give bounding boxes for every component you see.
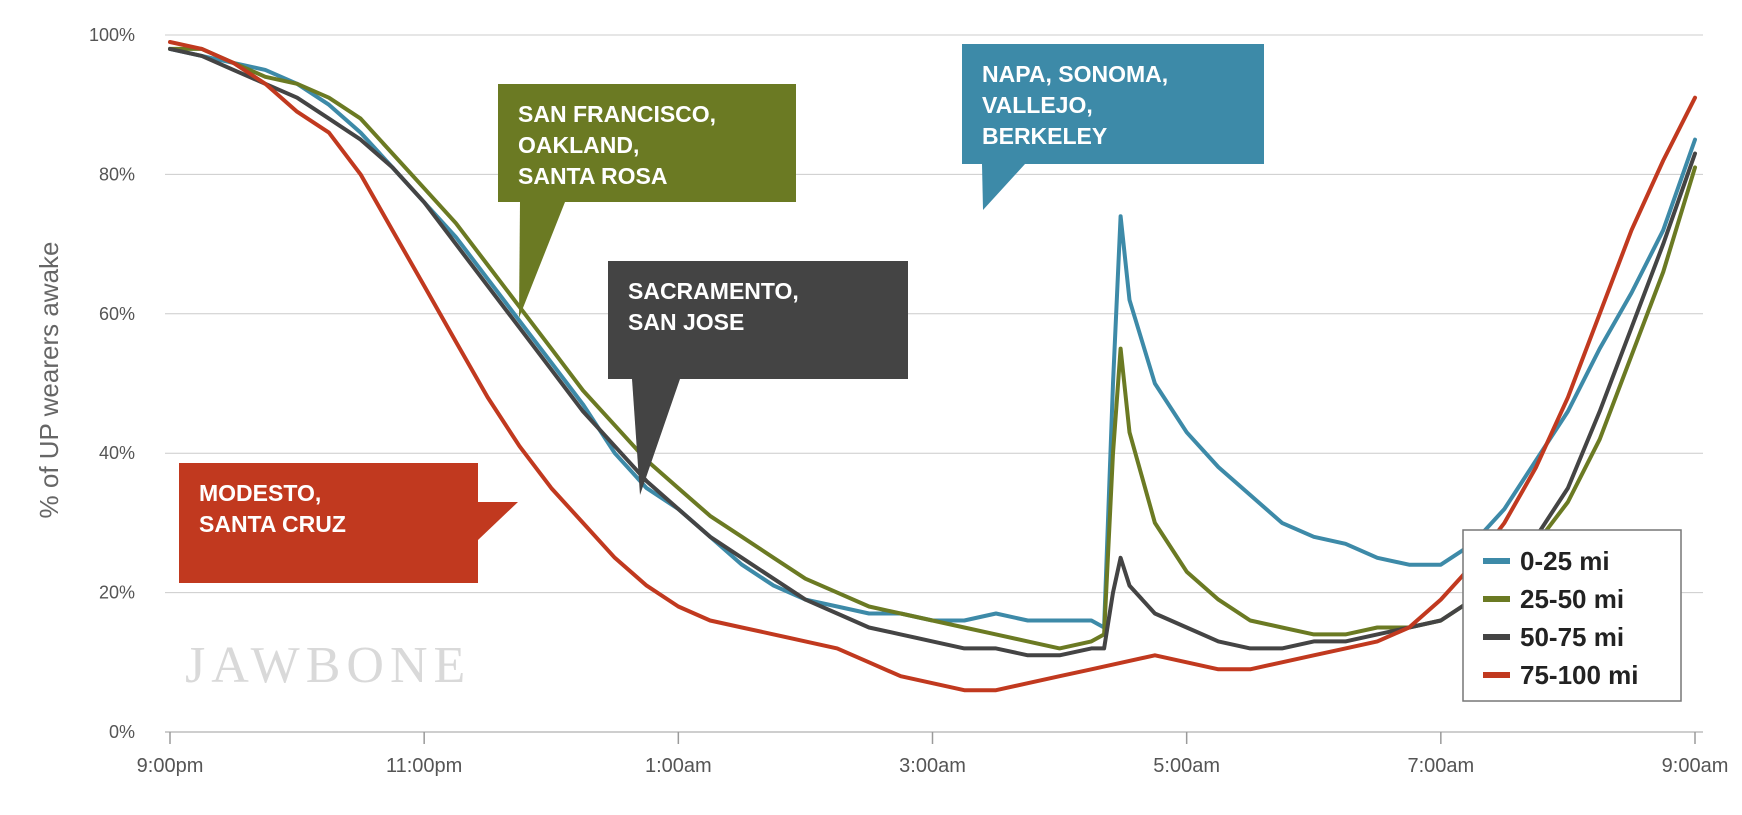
- callout-text: SANTA ROSA: [518, 163, 668, 189]
- series-line-50-75-mi: [168, 46, 1697, 658]
- y-tick-label: 0%: [109, 722, 135, 742]
- series-lines: [168, 40, 1697, 693]
- x-tick-label: 7:00am: [1407, 755, 1474, 777]
- callout-2: SACRAMENTO, SAN JOSE: [608, 261, 908, 495]
- y-tick-label: 80%: [99, 164, 135, 184]
- legend-label: 25-50 mi: [1520, 584, 1624, 614]
- grid-lines: 0% 20% 40% 60% 80% 100%: [89, 25, 1703, 742]
- series-line-0-25-mi: [168, 46, 1697, 630]
- y-tick-label: 60%: [99, 304, 135, 324]
- callout-box: [962, 44, 1264, 164]
- callout-pointer: [478, 502, 518, 540]
- callout-box: [498, 84, 796, 202]
- legend: 0-25 mi 25-50 mi 50-75 mi 75-100 mi: [1462, 529, 1682, 702]
- y-tick-label: 20%: [99, 583, 135, 603]
- callout-4: MODESTO, SANTA CRUZ: [179, 463, 518, 583]
- x-tick-label: 1:00am: [645, 755, 712, 777]
- callout-3: NAPA, SONOMA, VALLEJO, BERKELEY: [962, 44, 1264, 210]
- callout-text: SACRAMENTO,: [628, 278, 799, 304]
- callout-text: SAN JOSE: [628, 309, 744, 335]
- y-tick-label: 40%: [99, 443, 135, 463]
- callout-pointer: [519, 202, 565, 318]
- jawbone-watermark: JAWBONE: [185, 637, 471, 694]
- callout-text: VALLEJO,: [982, 92, 1093, 118]
- y-tick-label: 100%: [89, 25, 135, 45]
- callout-pointer: [632, 379, 680, 495]
- callouts: SAN FRANCISCO, OAKLAND, SANTA ROSA SACRAMEN…: [179, 44, 1264, 583]
- x-tick-label: 3:00am: [899, 755, 966, 777]
- series-line-75-100-mi: [168, 40, 1697, 693]
- x-axis: 9:00pm 11:00pm 1:00am 3:00am 5:00am 7:00am 9:0…: [137, 732, 1729, 777]
- y-axis-label: % of UP wearers awake: [34, 242, 64, 519]
- x-tick-label: 9:00pm: [137, 755, 204, 777]
- callout-box: [608, 261, 908, 379]
- callout-text: SAN FRANCISCO,: [518, 101, 716, 127]
- legend-label: 0-25 mi: [1520, 546, 1610, 576]
- callout-text: SANTA CRUZ: [199, 511, 346, 537]
- x-tick-label: 5:00am: [1153, 755, 1220, 777]
- callout-text: NAPA, SONOMA,: [982, 61, 1168, 87]
- callout-text: BERKELEY: [982, 123, 1107, 149]
- legend-label: 50-75 mi: [1520, 622, 1624, 652]
- x-tick-label: 9:00am: [1662, 755, 1729, 777]
- callout-pointer: [982, 164, 1025, 210]
- legend-label: 75-100 mi: [1520, 660, 1639, 690]
- callout-text: MODESTO,: [199, 480, 321, 506]
- callout-box: [179, 463, 478, 583]
- callout-text: OAKLAND,: [518, 132, 639, 158]
- x-tick-label: 11:00pm: [386, 755, 462, 777]
- callout-1: SAN FRANCISCO, OAKLAND, SANTA ROSA: [498, 84, 796, 318]
